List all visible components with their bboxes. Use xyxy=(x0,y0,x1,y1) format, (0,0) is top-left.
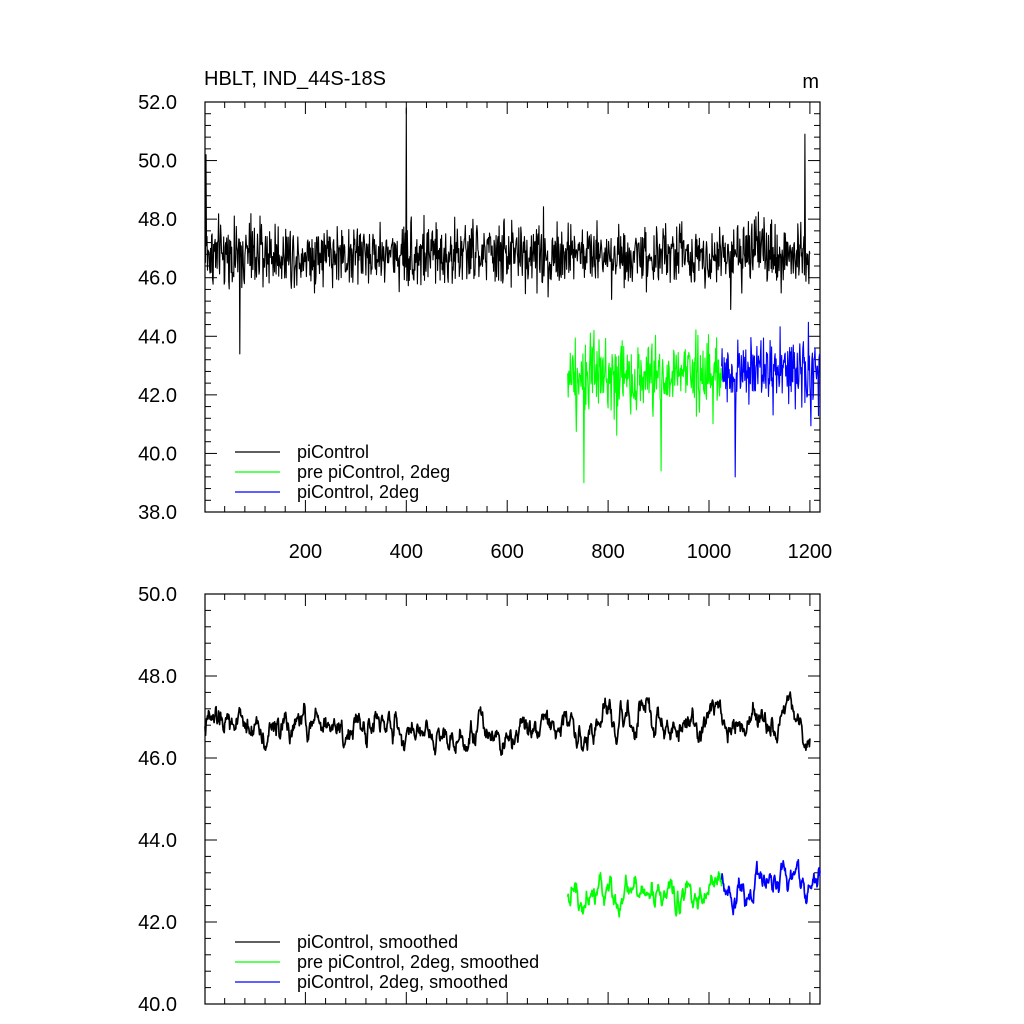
y-tick-label: 50.0 xyxy=(138,151,177,173)
y-tick-label: 50.0 xyxy=(138,584,177,606)
top-panel: HBLT, IND_44S-18S m 38.0 40.0 42.0 44.0 46.0… xyxy=(138,68,832,563)
y-tick-label: 44.0 xyxy=(138,830,177,852)
y-tick-label: 42.0 xyxy=(138,385,177,407)
series-line-pre-picontrol-2deg xyxy=(567,329,723,484)
series-line-picontrol xyxy=(204,107,811,355)
legend-label: piControl, 2deg, smoothed xyxy=(297,972,508,992)
y-tick-label: 46.0 xyxy=(138,748,177,770)
y-tick-label: 38.0 xyxy=(138,502,177,524)
x-tick-label: 1000 xyxy=(687,541,732,563)
x-tick-label: 800 xyxy=(591,541,624,563)
x-tick-label: 400 xyxy=(390,541,423,563)
legend-label: pre piControl, 2deg xyxy=(297,462,450,482)
x-tick-label: 600 xyxy=(491,541,524,563)
x-tick-label: 200 xyxy=(289,541,322,563)
series-line-pre-picontrol-2deg-smoothed xyxy=(566,871,723,918)
y-tick-label: 48.0 xyxy=(138,666,177,688)
y-tick-label: 46.0 xyxy=(138,268,177,290)
y-tick-label: 40.0 xyxy=(138,994,177,1016)
top-plot-frame xyxy=(204,101,821,513)
x-tick-label: 1200 xyxy=(788,541,833,563)
series-line-picontrol-2deg-smoothed xyxy=(720,858,821,916)
y-tick-label: 42.0 xyxy=(138,912,177,934)
y-tick-label: 52.0 xyxy=(138,92,177,114)
series-line-picontrol-smoothed xyxy=(204,691,811,756)
chart-title: HBLT, IND_44S-18S xyxy=(204,68,386,90)
legend-label: piControl, smoothed xyxy=(297,932,458,952)
units-label: m xyxy=(802,71,819,93)
series-line-picontrol-2deg xyxy=(721,321,821,478)
bottom-panel: 40.0 42.0 44.0 46.0 48.0 50.0 piControl, smoo… xyxy=(138,584,821,1016)
bottom-plot-frame xyxy=(204,593,821,1005)
legend-label: piControl xyxy=(297,442,369,462)
legend-label: piControl, 2deg xyxy=(297,482,419,502)
y-tick-label: 44.0 xyxy=(138,326,177,348)
y-tick-label: 48.0 xyxy=(138,209,177,231)
y-tick-label: 40.0 xyxy=(138,443,177,465)
legend-label: pre piControl, 2deg, smoothed xyxy=(297,952,539,972)
